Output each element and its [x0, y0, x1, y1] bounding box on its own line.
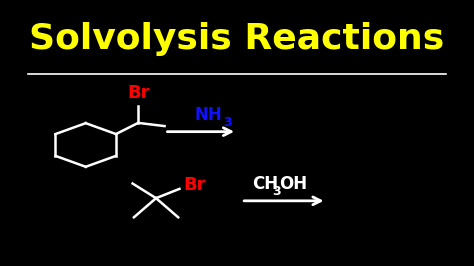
Text: Solvolysis Reactions: Solvolysis Reactions [29, 22, 445, 56]
Text: CH: CH [252, 175, 278, 193]
Text: Br: Br [184, 176, 206, 194]
Text: 3: 3 [223, 116, 232, 129]
Text: OH: OH [280, 175, 308, 193]
Text: NH: NH [194, 106, 222, 124]
Text: 3: 3 [273, 185, 281, 198]
Text: Br: Br [127, 84, 149, 102]
